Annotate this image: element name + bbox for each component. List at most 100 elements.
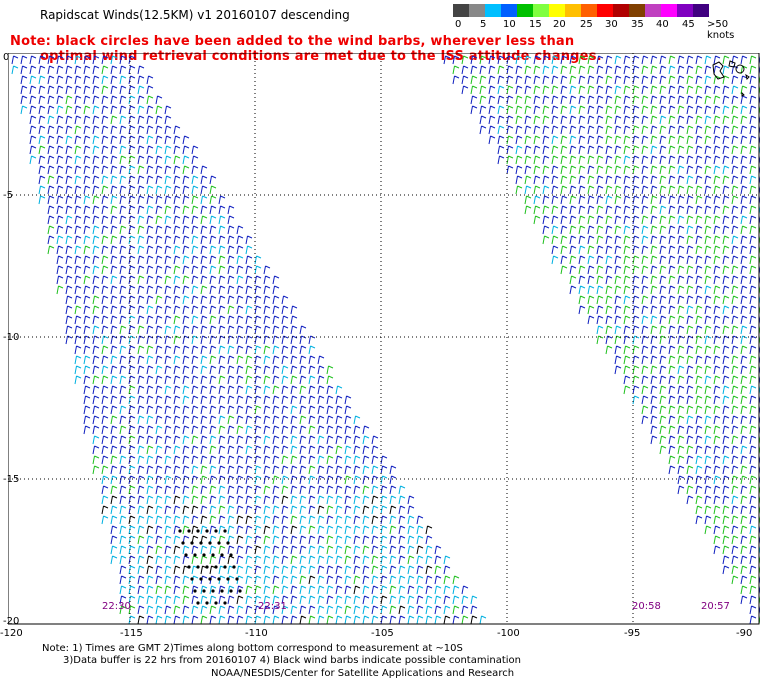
wind-barb	[254, 395, 262, 405]
wind-barb	[722, 115, 730, 125]
wind-barb	[524, 125, 532, 135]
wind-barb	[146, 495, 154, 505]
wind-barb	[722, 505, 730, 515]
wind-barb	[308, 355, 316, 365]
wind-barb	[713, 545, 721, 555]
wind-barb	[578, 235, 586, 245]
wind-barb	[227, 215, 235, 225]
wind-barb	[308, 615, 316, 625]
wind-barb	[191, 305, 199, 315]
wind-barb	[371, 605, 379, 615]
wind-barb	[650, 285, 658, 295]
wind-barb	[740, 265, 748, 275]
wind-barb	[182, 385, 190, 395]
wind-barb	[164, 415, 172, 425]
wind-barb	[551, 125, 559, 135]
wind-barb	[164, 145, 172, 155]
wind-barb	[677, 345, 685, 355]
wind-barb	[650, 415, 658, 425]
wind-barb	[290, 445, 298, 455]
wind-barb	[596, 195, 604, 205]
wind-barb	[371, 595, 379, 605]
wind-barb	[704, 175, 712, 185]
wind-barb	[92, 55, 100, 65]
wind-barb	[119, 505, 127, 515]
wind-barb	[173, 595, 181, 605]
wind-barb	[704, 395, 712, 405]
wind-barb	[146, 225, 154, 235]
wind-barb	[668, 65, 676, 75]
wind-barb	[20, 65, 28, 75]
wind-barb	[29, 65, 37, 75]
wind-barb	[74, 105, 82, 115]
wind-barb	[245, 495, 253, 505]
wind-barb	[92, 115, 100, 125]
wind-barb	[146, 395, 154, 405]
wind-barb	[704, 415, 712, 425]
wind-barb	[11, 65, 19, 75]
wind-barb	[146, 175, 154, 185]
wind-barb	[182, 235, 190, 245]
wind-barb	[335, 575, 343, 585]
wind-barb	[119, 515, 127, 525]
wind-barb	[290, 355, 298, 365]
wind-barb	[119, 575, 127, 585]
wind-barb	[245, 535, 253, 545]
wind-barb	[155, 375, 163, 385]
wind-barb	[254, 495, 262, 505]
wind-barb	[560, 245, 568, 255]
wind-barb	[119, 555, 127, 565]
wind-barb	[416, 525, 424, 535]
wind-barb	[659, 265, 667, 275]
wind-barb	[38, 115, 46, 125]
wind-barb	[227, 425, 235, 435]
wind-barb	[515, 175, 523, 185]
wind-barb	[686, 105, 694, 115]
wind-barb	[218, 275, 226, 285]
wind-barb	[380, 515, 388, 525]
wind-barb	[749, 465, 757, 475]
wind-barb	[632, 55, 640, 65]
wind-barb	[542, 225, 550, 235]
wind-barb	[362, 545, 370, 555]
wind-barb	[740, 565, 748, 575]
wind-barb	[326, 505, 334, 515]
wind-barb	[317, 615, 325, 625]
wind-barb	[227, 365, 235, 375]
wind-barb	[272, 495, 280, 505]
wind-barb	[146, 545, 154, 555]
wind-barb	[578, 275, 586, 285]
wind-barb	[668, 405, 676, 415]
wind-barb	[182, 315, 190, 325]
wind-barb	[110, 405, 118, 415]
wind-barb	[254, 435, 262, 445]
wind-barb	[173, 535, 181, 545]
wind-barb	[407, 515, 415, 525]
wind-barb	[101, 315, 109, 325]
wind-barb	[713, 235, 721, 245]
wind-barb	[209, 475, 217, 485]
wind-barb	[74, 115, 82, 125]
wind-barb	[614, 235, 622, 245]
wind-barb	[110, 325, 118, 335]
wind-barb	[614, 345, 622, 355]
wind-barb	[92, 175, 100, 185]
wind-barb	[218, 385, 226, 395]
wind-barb	[155, 435, 163, 445]
wind-barb	[677, 135, 685, 145]
wind-barb	[164, 425, 172, 435]
wind-barb	[551, 255, 559, 265]
wind-barb	[722, 195, 730, 205]
wind-barb	[731, 425, 739, 435]
wind-barb	[578, 305, 586, 315]
wind-barb	[308, 385, 316, 395]
wind-barb	[587, 175, 595, 185]
wind-barb	[533, 85, 541, 95]
wind-barb	[722, 555, 730, 565]
wind-barb	[731, 545, 739, 555]
wind-barb	[74, 135, 82, 145]
pass-time: 22:30	[102, 601, 131, 612]
wind-barb	[236, 545, 244, 555]
wind-barb	[686, 225, 694, 235]
wind-barb	[578, 225, 586, 235]
